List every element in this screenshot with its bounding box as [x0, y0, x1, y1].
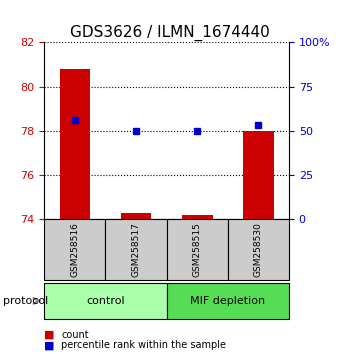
- Text: control: control: [86, 296, 125, 306]
- Text: GSM258516: GSM258516: [70, 222, 79, 277]
- Bar: [243, 131, 274, 219]
- Text: GDS3626 / ILMN_1674440: GDS3626 / ILMN_1674440: [70, 25, 270, 41]
- Text: ■: ■: [44, 330, 55, 339]
- Text: GSM258530: GSM258530: [254, 222, 263, 277]
- Text: protocol: protocol: [3, 296, 49, 306]
- Text: GSM258515: GSM258515: [193, 222, 202, 277]
- Bar: [121, 213, 151, 219]
- Text: count: count: [61, 330, 89, 339]
- Bar: [59, 69, 90, 219]
- Text: percentile rank within the sample: percentile rank within the sample: [61, 340, 226, 350]
- Text: ■: ■: [44, 340, 55, 350]
- Text: MIF depletion: MIF depletion: [190, 296, 265, 306]
- Text: GSM258517: GSM258517: [132, 222, 140, 277]
- Bar: [182, 215, 212, 219]
